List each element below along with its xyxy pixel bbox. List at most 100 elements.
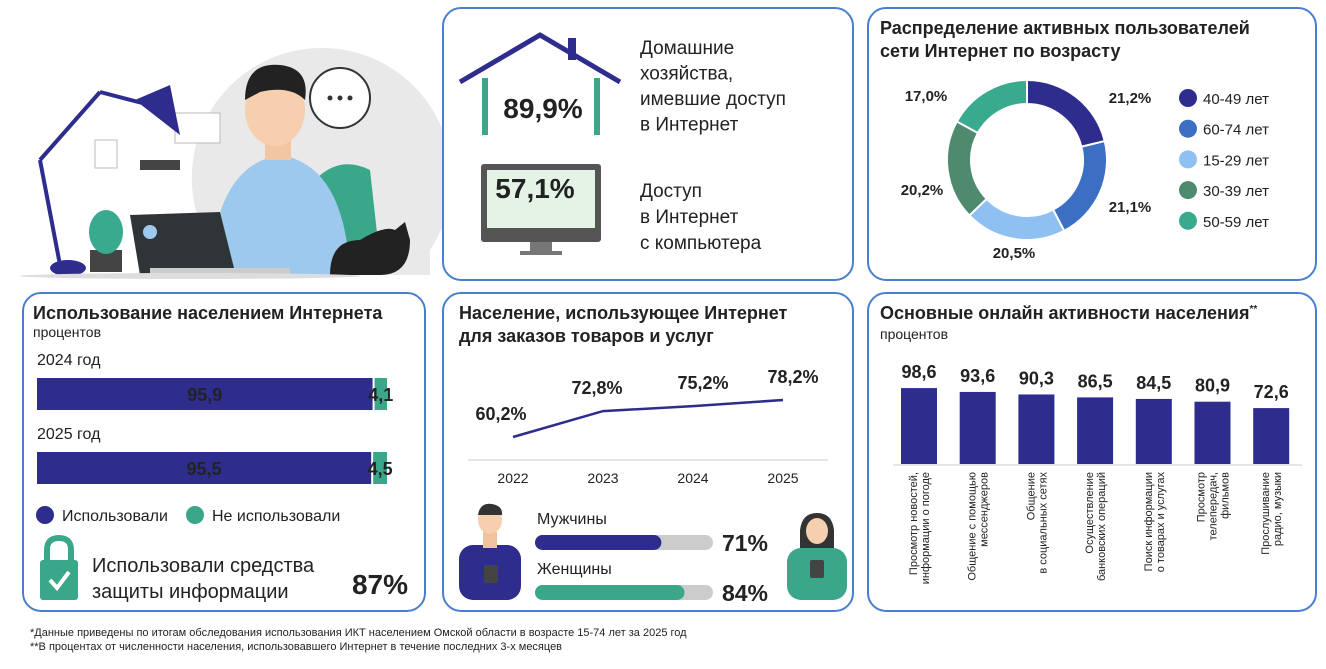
value-label: 72,8% <box>571 378 622 398</box>
value-label: 17,0% <box>905 88 948 105</box>
chart-subtitle: процентов <box>33 324 101 340</box>
x-tick-label: радио, музыки <box>1272 472 1284 546</box>
chart-title: Население, использующее Интернет <box>459 303 788 323</box>
x-tick-label: мессенджеров <box>979 472 991 547</box>
footnote: **В процентах от численности населения, … <box>30 641 562 653</box>
x-tick-label: Просмотр <box>1196 472 1208 522</box>
computer-label: Доступ <box>640 181 702 202</box>
bar-segment <box>37 378 373 410</box>
x-tick-label: фильмов <box>1220 472 1232 519</box>
value-label: 4,1 <box>368 385 393 405</box>
x-tick-label: 2025 <box>767 470 798 486</box>
line <box>512 398 784 439</box>
legend-label: 60-74 лет <box>1203 122 1269 139</box>
x-tick-label: Общение с помощью <box>967 472 979 581</box>
value-label: 20,2% <box>901 182 944 199</box>
footnote: *Данные приведены по итогам обследования… <box>30 627 687 639</box>
progress-bar <box>535 585 685 600</box>
progress-bar <box>535 535 662 550</box>
bar <box>1077 397 1114 464</box>
bar <box>1018 394 1055 464</box>
category-label: Мужчины <box>537 511 607 528</box>
chart-title-mark: ** <box>1250 304 1258 315</box>
man-icon <box>459 503 521 600</box>
legend-label: Использовали <box>62 508 168 525</box>
value-label: 90,3 <box>1019 368 1054 388</box>
chart-subtitle: процентов <box>880 326 948 342</box>
value-label: 95,9 <box>187 385 222 405</box>
computer-value: 57,1% <box>495 173 574 204</box>
chart-title: Использование населением Интернета <box>33 303 383 323</box>
legend-marker <box>1179 119 1197 138</box>
value-label: 86,5 <box>1078 371 1113 391</box>
x-tick-label: Прослушивание <box>1260 472 1272 555</box>
legend-label: Не использовали <box>212 508 340 525</box>
protection-label: защиты информации <box>92 581 289 603</box>
legend-marker <box>1179 211 1197 230</box>
value-label: 95,5 <box>187 459 222 479</box>
chart-title: Основные онлайн активности населения** <box>880 303 1257 323</box>
household-label: имевшие доступ <box>640 89 786 110</box>
bar-segment <box>373 452 387 484</box>
legend-marker <box>1179 181 1197 200</box>
x-tick-label: о товарах и услугах <box>1155 472 1167 573</box>
illustration <box>20 47 452 279</box>
value-label: 21,2% <box>1109 90 1152 107</box>
legend-label: 50-59 лет <box>1203 214 1269 231</box>
panel <box>442 292 854 612</box>
bar-segment <box>374 378 387 410</box>
household-label: в Интернет <box>640 115 739 136</box>
value-label: 60,2% <box>475 404 526 424</box>
bar <box>901 388 937 464</box>
computer-label: с компьютера <box>640 233 762 254</box>
category-label: Женщины <box>537 561 612 578</box>
household-label: хозяйства, <box>640 64 733 85</box>
value-label: 4,5 <box>368 459 393 479</box>
computer-label: в Интернет <box>640 207 739 228</box>
legend-label: 40-49 лет <box>1203 91 1269 108</box>
legend-marker <box>1179 89 1197 107</box>
x-tick-label: Просмотр новостей, <box>908 472 920 575</box>
value-label: 20,5% <box>993 245 1036 262</box>
lock-icon <box>40 534 78 600</box>
value-label: 75,2% <box>677 373 728 393</box>
x-tick-label: в социальных сетях <box>1037 472 1049 574</box>
value-label: 84,5 <box>1136 373 1171 393</box>
donut-segment <box>955 78 1028 135</box>
legend-marker <box>36 506 54 524</box>
bar-segment <box>37 452 372 484</box>
bar <box>1135 398 1172 464</box>
legend-marker <box>186 506 204 524</box>
x-tick-label: 2024 <box>677 470 708 486</box>
bar <box>959 391 996 464</box>
x-tick-label: Поиск информации <box>1143 472 1155 571</box>
x-tick-label: банковских операций <box>1096 472 1108 581</box>
value-label: 72,6 <box>1254 382 1289 402</box>
house-icon <box>458 32 622 135</box>
x-tick-label: информации о погоде <box>920 472 932 584</box>
value-label: 80,9 <box>1195 376 1230 396</box>
bar <box>1253 408 1290 464</box>
protection-value: 87% <box>352 569 408 600</box>
household-label: Домашние <box>640 38 734 59</box>
x-tick-label: 2022 <box>497 470 528 486</box>
household-value: 89,9% <box>503 93 582 124</box>
chart-title-text: Основные онлайн активности населения <box>880 303 1250 323</box>
legend-label: 15-29 лет <box>1203 152 1269 169</box>
woman-icon <box>787 513 847 600</box>
x-tick-label: телепередач, <box>1208 472 1220 540</box>
chart-title: Распределение активных пользователей <box>880 18 1250 38</box>
chart-title: сети Интернет по возрасту <box>880 41 1120 61</box>
x-tick-label: 2023 <box>587 470 618 486</box>
category-label: 2025 год <box>37 426 101 443</box>
x-tick-label: Осуществление <box>1084 472 1096 554</box>
value-label: 98,6 <box>901 362 936 382</box>
x-tick-label: Общение <box>1025 472 1037 520</box>
value-label: 93,6 <box>960 366 995 386</box>
category-label: 2024 год <box>37 352 101 369</box>
bar <box>1194 401 1231 464</box>
legend-label: 30-39 лет <box>1203 183 1269 200</box>
